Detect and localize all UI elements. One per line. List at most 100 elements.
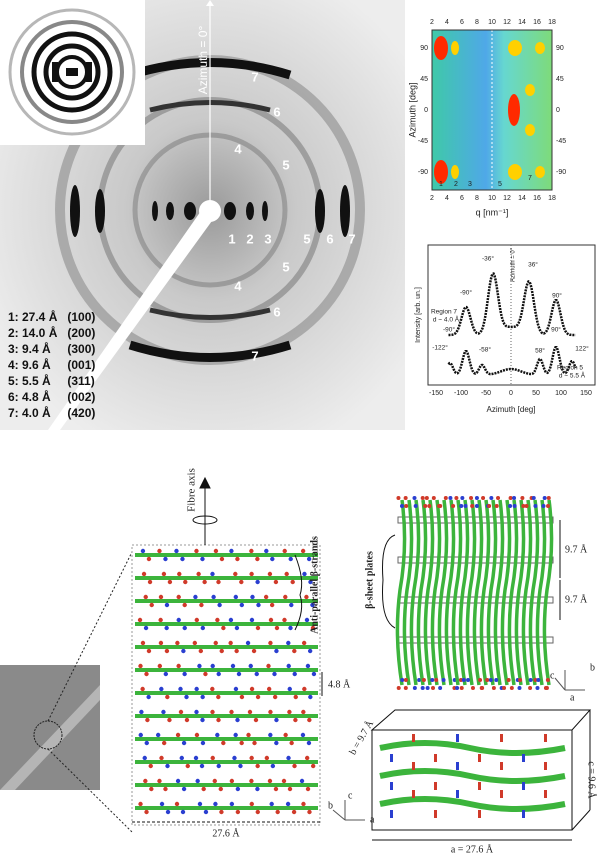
x-tick-label: 8 [475,19,479,26]
atom [143,779,147,783]
atom [180,756,184,760]
atom [138,802,142,806]
atom [182,741,186,745]
atom [164,626,168,630]
x-tick-label: 50 [532,390,540,397]
atom [144,672,148,676]
atom [147,557,151,561]
legend-entry: 6: 4.8 Å (002) [8,389,95,404]
atom [267,687,271,691]
atom [507,678,511,682]
atom [466,678,470,682]
atom [144,810,148,814]
atom [149,764,153,768]
annotation: 90° [552,292,562,300]
atom [489,496,493,500]
atom [432,496,436,500]
atom [230,779,234,783]
atom [194,710,198,714]
atom [239,741,243,745]
x-tick-label: 16 [533,19,541,26]
y-tick-label: 45 [420,76,428,83]
plate-spacing: 9.7 Å [565,593,588,605]
atom [186,764,190,768]
ring-label: 4 [234,278,242,293]
atom [475,496,479,500]
atom [201,626,205,630]
atom [500,762,503,770]
ring-label: 6 [273,104,280,119]
atom [141,641,145,645]
atom [518,678,522,682]
atom [158,664,162,668]
atom [289,557,293,561]
atom [234,595,238,599]
ring-label: 5 [282,157,289,172]
axis-a: a [570,692,575,703]
atom [425,496,429,500]
atom [390,810,393,818]
plate-spacing: 9.7 Å [565,543,588,555]
azimuth-label: Azimuth = 0° [196,26,210,95]
annotation: d ~ 5.5 Å [559,371,586,380]
ring-label: 3 [264,231,271,246]
atom [139,733,143,737]
atom [478,678,482,682]
peak-label: 1 [439,181,443,188]
atom [176,664,180,668]
atom [475,504,479,508]
atom [229,618,233,622]
atom [292,810,296,814]
atom [270,603,274,607]
atom [162,572,166,576]
atom [547,496,551,500]
atom [199,603,203,607]
atom [196,572,200,576]
atom [219,810,223,814]
atom [138,618,142,622]
annotation: -90° [443,326,455,334]
atom [220,649,224,653]
atom [156,733,160,737]
annotation: d ~ 4.0 Å [433,315,460,324]
y-tick-label: 90 [420,45,428,52]
atom [246,641,250,645]
atom [311,764,315,768]
atom [312,672,316,676]
x-tick-label: 18 [548,195,556,202]
atom [434,754,437,762]
atom [146,695,150,699]
atom [287,710,291,714]
atom [283,733,287,737]
atom [180,557,184,561]
atom [252,741,256,745]
atom [221,741,225,745]
atom [293,718,297,722]
axis-c: c [550,670,555,681]
x-tick-label: 12 [503,19,511,26]
atom [210,687,214,691]
x-tick-label: 4 [445,19,449,26]
x-tick-label: 2 [430,19,434,26]
x-tick-label: 12 [503,195,511,202]
atom [306,787,310,791]
y-tick-label: -90 [556,169,566,176]
atom [219,787,223,791]
atom [304,595,308,599]
annotation: -90° [460,289,472,297]
x-tick-label: -100 [454,390,468,397]
atom [404,496,408,500]
atom [289,741,293,745]
atom [529,678,533,682]
atom [204,810,208,814]
atom [414,504,418,508]
atom [265,756,269,760]
atom [307,741,311,745]
atom [139,710,143,714]
atom [481,496,485,500]
atom [201,741,205,745]
annotation: 58° [535,347,545,355]
heatmap-x-label: q [nm⁻¹] [476,207,509,217]
atom [221,626,225,630]
atom [177,618,181,622]
